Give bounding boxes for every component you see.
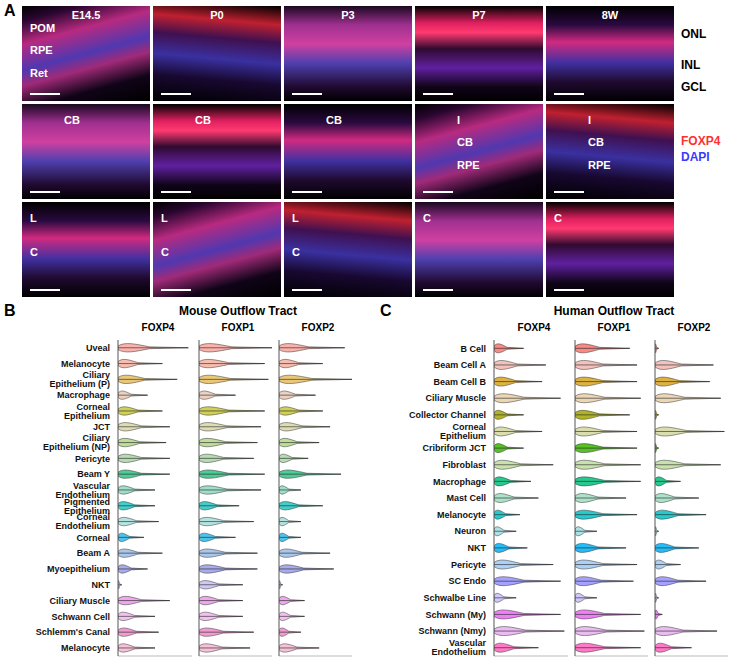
- svg-text:Schwalbe Line: Schwalbe Line: [423, 593, 486, 603]
- svg-text:NKT: NKT: [92, 580, 111, 590]
- svg-text:Beam Cell B: Beam Cell B: [433, 377, 486, 387]
- svg-text:Macrophage: Macrophage: [433, 477, 486, 487]
- svg-text:Mast Cell: Mast Cell: [446, 493, 486, 503]
- svg-text:Neuron: Neuron: [455, 526, 487, 536]
- svg-text:Fibroblast: Fibroblast: [442, 460, 486, 470]
- svg-text:Melanocyte: Melanocyte: [61, 643, 110, 653]
- svg-text:JCT: JCT: [93, 422, 111, 432]
- svg-text:SC Endo: SC Endo: [449, 576, 487, 586]
- svg-text:CiliaryEpithelium (P): CiliaryEpithelium (P): [50, 370, 111, 389]
- svg-text:CornealEndothelium: CornealEndothelium: [56, 512, 111, 531]
- svg-text:Myoepithelium: Myoepithelium: [47, 564, 110, 574]
- svg-text:B Cell: B Cell: [460, 344, 486, 354]
- svg-text:CiliaryEpithelium (NP): CiliaryEpithelium (NP): [43, 433, 110, 452]
- svg-text:Macrophage: Macrophage: [57, 390, 110, 400]
- svg-text:VascularEndothelium: VascularEndothelium: [432, 638, 487, 657]
- svg-text:Beam A: Beam A: [77, 548, 111, 558]
- svg-text:Collector Channel: Collector Channel: [409, 410, 486, 420]
- svg-text:Melanocyte: Melanocyte: [437, 510, 486, 520]
- svg-text:Pericyte: Pericyte: [75, 454, 110, 464]
- svg-text:Corneal: Corneal: [76, 533, 110, 543]
- svg-text:Schwann Cell: Schwann Cell: [51, 612, 110, 622]
- svg-text:Schwann (My): Schwann (My): [425, 610, 486, 620]
- svg-text:Ciliary Muscle: Ciliary Muscle: [425, 393, 486, 403]
- svg-text:Beam Y: Beam Y: [77, 469, 110, 479]
- svg-text:Melanocyte: Melanocyte: [61, 359, 110, 369]
- svg-text:Ciliary Muscle: Ciliary Muscle: [49, 596, 110, 606]
- svg-text:Schwann (Nmy): Schwann (Nmy): [418, 626, 486, 636]
- svg-text:NKT: NKT: [468, 543, 487, 553]
- svg-text:CornealEpithelium: CornealEpithelium: [64, 402, 110, 421]
- svg-text:Uveal: Uveal: [86, 343, 110, 353]
- svg-text:CornealEpithelium: CornealEpithelium: [440, 422, 486, 441]
- svg-text:Beam Cell A: Beam Cell A: [434, 360, 487, 370]
- svg-text:Pericyte: Pericyte: [451, 560, 486, 570]
- svg-text:Cribriform JCT: Cribriform JCT: [422, 443, 486, 453]
- svg-text:Schlemm's Canal: Schlemm's Canal: [36, 627, 110, 637]
